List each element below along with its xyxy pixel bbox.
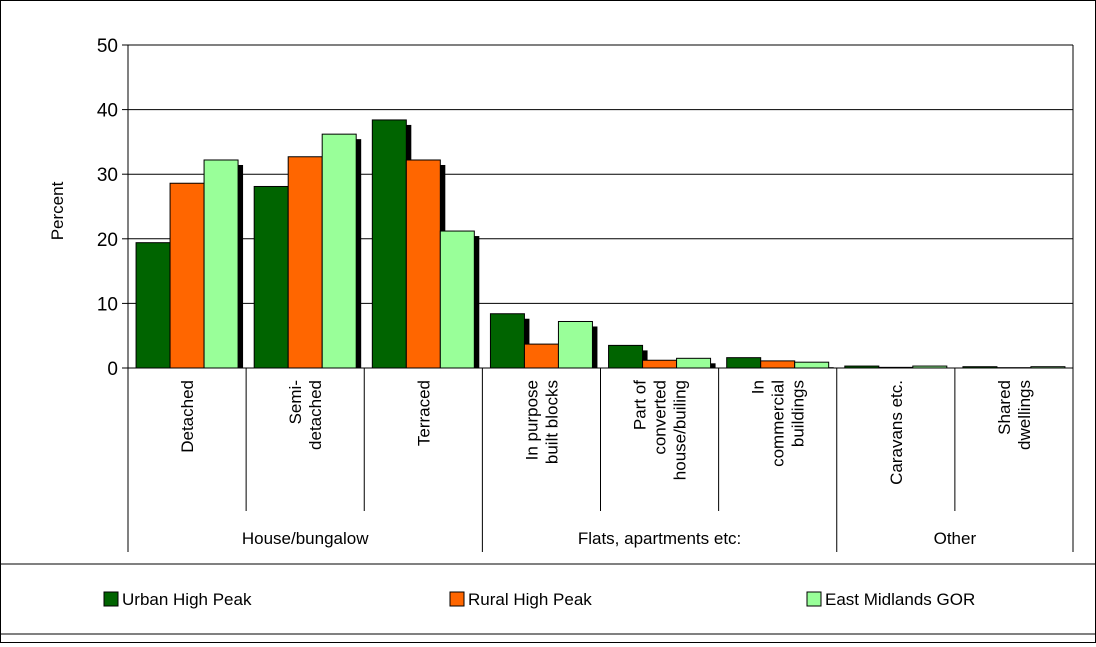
bar: [440, 231, 474, 368]
y-tick-label: 10: [97, 294, 118, 315]
category-label: Terraced: [414, 380, 433, 446]
bar: [204, 160, 238, 368]
category-label: Semi-detached: [286, 380, 325, 450]
legend: Urban High Peak Rural High Peak East Midla…: [1, 564, 1095, 634]
category-label-line: house/builing: [671, 380, 690, 480]
category-label: Part ofconvertedhouse/builing: [631, 380, 690, 480]
bar: [136, 243, 170, 368]
bar: [372, 120, 406, 368]
bar: [254, 186, 288, 368]
y-tick-label: 0: [107, 359, 118, 380]
y-tick-label: 20: [97, 230, 118, 251]
category-label-line: Semi-: [286, 380, 305, 424]
bar: [643, 360, 677, 368]
y-tick-label: 40: [97, 101, 118, 122]
bar: [288, 157, 322, 368]
category-label-line: commercial: [769, 380, 788, 467]
category-label: Detached: [178, 380, 197, 453]
bar: [795, 362, 829, 368]
bar: [322, 134, 356, 368]
bar: [490, 314, 524, 368]
plot-area: [128, 45, 1073, 368]
category-label-line: Terraced: [414, 380, 433, 446]
category-label-line: Detached: [178, 380, 197, 453]
category-label-line: dwellings: [1015, 380, 1034, 450]
bar: [406, 160, 440, 368]
bar: [727, 358, 761, 368]
y-tick-label: 50: [97, 36, 118, 57]
category-label-line: Part of: [631, 380, 650, 430]
y-tick-label: 30: [97, 165, 118, 186]
category-label-line: In purpose: [522, 380, 541, 460]
category-label-line: converted: [651, 380, 670, 455]
legend-swatch: [807, 592, 821, 606]
legend-swatch: [450, 592, 464, 606]
bar: [761, 361, 795, 368]
bar: [524, 344, 558, 368]
category-label: Caravans etc.: [887, 380, 906, 485]
category-label-line: Shared: [995, 380, 1014, 435]
category-label-line: buildings: [789, 380, 808, 447]
group-label: House/bungalow: [242, 529, 369, 548]
category-label-line: built blocks: [542, 380, 561, 464]
category-label-line: detached: [306, 380, 325, 450]
group-label: Flats, apartments etc:: [578, 529, 741, 548]
legend-label: Rural High Peak: [468, 590, 592, 609]
bar: [609, 345, 643, 368]
category-label: In purposebuilt blocks: [522, 380, 561, 464]
bar: [677, 358, 711, 368]
group-label: Other: [934, 529, 977, 548]
category-label: Incommercialbuildings: [749, 380, 808, 467]
y-axis-title: Percent: [48, 181, 67, 240]
bar: [170, 183, 204, 368]
legend-swatch: [104, 592, 118, 606]
legend-label: Urban High Peak: [122, 590, 252, 609]
legend-label: East Midlands GOR: [825, 590, 975, 609]
category-label: Shareddwellings: [995, 380, 1034, 450]
category-label-line: In: [749, 380, 768, 394]
category-label-line: Caravans etc.: [887, 380, 906, 485]
bar: [558, 321, 592, 368]
